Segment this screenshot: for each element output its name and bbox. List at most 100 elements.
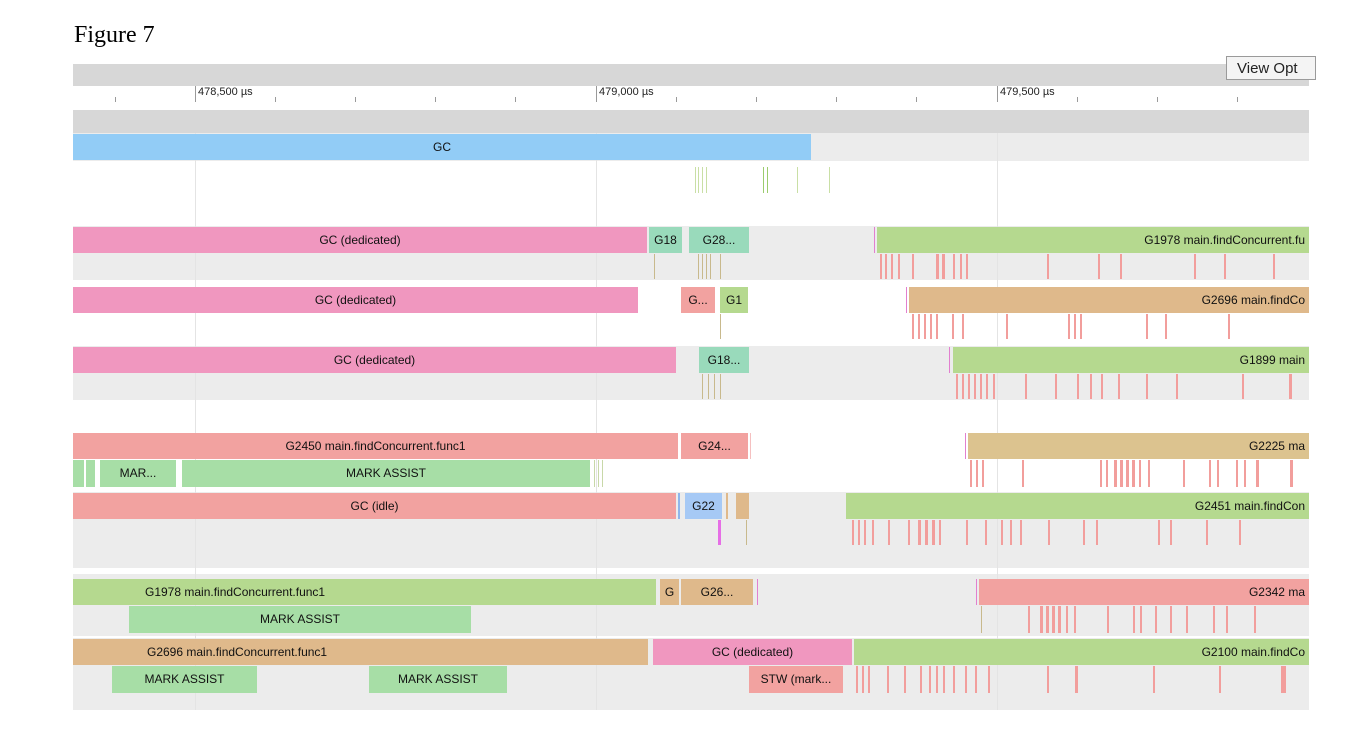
event-mark[interactable] [965, 666, 967, 693]
proc-slice-goroutine[interactable]: G2696 main.findCo [909, 287, 1309, 313]
proc-slice-goroutine[interactable]: G1 [720, 287, 748, 313]
event-mark[interactable] [1020, 520, 1022, 545]
proc-slice-gc-idle[interactable]: GC (idle) [73, 493, 676, 519]
event-mark[interactable] [880, 254, 882, 279]
event-mark[interactable] [1090, 374, 1092, 399]
event-mark[interactable] [1153, 666, 1155, 693]
event-mark[interactable] [1126, 460, 1129, 487]
event-mark[interactable] [936, 666, 938, 693]
proc-slice-goroutine[interactable]: G22 [685, 493, 722, 519]
event-mark[interactable] [953, 254, 955, 279]
event-mark[interactable] [1244, 460, 1246, 487]
event-mark[interactable] [966, 520, 968, 545]
event-mark[interactable] [1068, 314, 1070, 339]
gc-event-mark[interactable] [702, 167, 703, 193]
event-mark[interactable] [1133, 606, 1135, 633]
event-mark[interactable] [1213, 606, 1215, 633]
event-mark[interactable] [726, 493, 728, 519]
event-mark[interactable] [1242, 374, 1244, 399]
event-mark[interactable] [1170, 520, 1172, 545]
event-mark[interactable] [868, 666, 870, 693]
event-mark[interactable] [908, 520, 910, 545]
time-ruler[interactable] [73, 86, 1309, 102]
mark-assist-fragment[interactable] [73, 460, 84, 487]
event-mark[interactable] [1206, 520, 1208, 545]
proc-slice-goroutine[interactable]: G1899 main [953, 347, 1309, 373]
event-mark[interactable] [1010, 520, 1012, 545]
event-mark[interactable] [874, 227, 875, 253]
event-mark[interactable] [1228, 314, 1230, 339]
event-mark[interactable] [750, 433, 751, 459]
event-mark[interactable] [1046, 606, 1049, 633]
proc-slice-goroutine[interactable]: G26... [681, 579, 753, 605]
event-mark[interactable] [858, 520, 860, 545]
event-mark[interactable] [856, 666, 858, 693]
event-mark[interactable] [720, 374, 721, 399]
event-mark[interactable] [714, 374, 715, 399]
event-mark[interactable] [1146, 374, 1148, 399]
event-mark[interactable] [1224, 254, 1226, 279]
event-mark[interactable] [906, 287, 907, 313]
event-mark[interactable] [1120, 254, 1122, 279]
event-mark[interactable] [1170, 606, 1172, 633]
event-mark[interactable] [942, 254, 945, 279]
event-mark[interactable] [1132, 460, 1135, 487]
event-mark[interactable] [1273, 254, 1275, 279]
stw-mark-slice[interactable]: STW (mark... [749, 666, 843, 693]
event-mark[interactable] [1028, 606, 1030, 633]
event-mark[interactable] [1146, 314, 1148, 339]
proc-slice-goroutine[interactable]: G2450 main.findConcurrent.func1 [73, 433, 678, 459]
gc-event-mark[interactable] [797, 167, 798, 193]
event-mark[interactable] [960, 254, 962, 279]
proc-slice-goroutine[interactable]: G18... [699, 347, 749, 373]
proc-slice-goroutine[interactable]: G2451 main.findCon [846, 493, 1309, 519]
event-mark[interactable] [1256, 460, 1259, 487]
event-mark[interactable] [936, 314, 938, 339]
event-mark[interactable] [943, 666, 945, 693]
proc-slice-goroutine[interactable]: G [660, 579, 679, 605]
gc-event-mark[interactable] [767, 167, 768, 193]
event-mark[interactable] [720, 314, 721, 339]
event-mark[interactable] [912, 314, 914, 339]
event-mark[interactable] [1140, 606, 1142, 633]
event-mark[interactable] [1083, 520, 1085, 545]
proc-slice-goroutine[interactable]: G2225 ma [968, 433, 1309, 459]
event-mark[interactable] [1106, 460, 1108, 487]
event-mark[interactable] [1290, 460, 1293, 487]
event-mark[interactable] [925, 520, 928, 545]
event-mark[interactable] [736, 493, 749, 519]
event-mark[interactable] [970, 460, 972, 487]
event-mark[interactable] [1074, 606, 1076, 633]
proc-slice-gc-dedicated[interactable]: GC (dedicated) [73, 347, 676, 373]
event-mark[interactable] [891, 254, 893, 279]
event-mark[interactable] [1239, 520, 1241, 545]
event-mark[interactable] [932, 520, 935, 545]
event-mark[interactable] [1148, 460, 1150, 487]
event-mark[interactable] [1281, 666, 1286, 693]
gc-event-mark[interactable] [829, 167, 830, 193]
mark-assist-slice[interactable]: MARK ASSIST [112, 666, 257, 693]
mark-assist-slice[interactable]: MAR... [100, 460, 176, 487]
event-mark[interactable] [1096, 520, 1098, 545]
event-mark[interactable] [1209, 460, 1211, 487]
event-mark[interactable] [968, 374, 970, 399]
proc-slice-goroutine[interactable]: G2696 main.findConcurrent.func1 [73, 639, 648, 665]
event-mark[interactable] [602, 460, 603, 487]
event-mark[interactable] [939, 520, 941, 545]
event-mark[interactable] [1075, 666, 1078, 693]
event-mark[interactable] [1139, 460, 1141, 487]
gc-event-mark[interactable] [763, 167, 764, 193]
event-mark[interactable] [976, 460, 978, 487]
event-mark[interactable] [936, 254, 939, 279]
event-mark[interactable] [976, 579, 977, 605]
event-mark[interactable] [1022, 460, 1024, 487]
proc-slice-goroutine[interactable]: G... [681, 287, 715, 313]
event-mark[interactable] [888, 520, 890, 545]
mark-assist-slice[interactable]: MARK ASSIST [182, 460, 590, 487]
event-mark[interactable] [1186, 606, 1188, 633]
event-mark[interactable] [966, 254, 968, 279]
event-mark[interactable] [1254, 606, 1256, 633]
event-mark[interactable] [1176, 374, 1178, 399]
event-mark[interactable] [1066, 606, 1068, 633]
event-mark[interactable] [918, 314, 920, 339]
